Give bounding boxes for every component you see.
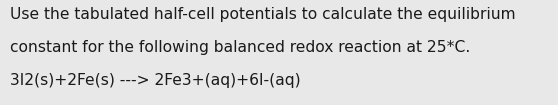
Text: constant for the following balanced redox reaction at 25*C.: constant for the following balanced redo…: [10, 40, 470, 55]
Text: Use the tabulated half-cell potentials to calculate the equilibrium: Use the tabulated half-cell potentials t…: [10, 7, 516, 22]
Text: 3I2(s)+2Fe(s) ---> 2Fe3+(aq)+6I-(aq): 3I2(s)+2Fe(s) ---> 2Fe3+(aq)+6I-(aq): [10, 74, 301, 89]
